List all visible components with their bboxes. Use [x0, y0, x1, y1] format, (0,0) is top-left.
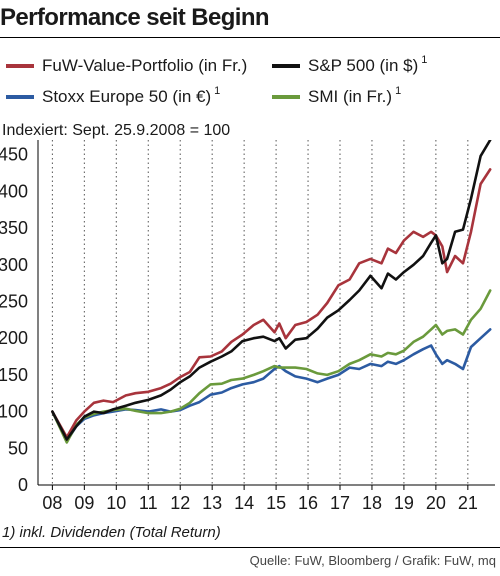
- legend-label-sp500: S&P 500 (in $): [308, 56, 419, 75]
- x-tick-label-11: 11: [139, 493, 158, 513]
- x-tick-label-18: 18: [362, 493, 382, 513]
- legend-item-stoxx: Stoxx Europe 50 (in €) 1: [6, 85, 221, 107]
- chart-source: Quelle: FuW, Bloomberg / Grafik: FuW, mq: [249, 553, 496, 568]
- y-tick-label-0: 0: [18, 475, 28, 495]
- x-tick-label-19: 19: [394, 493, 414, 513]
- x-tick-label-13: 13: [202, 493, 222, 513]
- title-rule: [0, 37, 500, 38]
- footer-rule: [0, 547, 500, 548]
- legend-sup-sp500: 1: [421, 54, 428, 66]
- x-tick-label-17: 17: [330, 493, 350, 513]
- chart-legend: FuW-Value-Portfolio (in Fr.) S&P 500 (in…: [0, 52, 500, 116]
- legend-item-sp500: S&P 500 (in $) 1: [272, 54, 428, 76]
- series-line-smi: [51, 289, 492, 444]
- x-tick-label-10: 10: [106, 493, 126, 513]
- legend-swatch-sp500: [272, 64, 300, 68]
- series-line-stoxx: [51, 328, 492, 443]
- legend-sup-stoxx: 1: [214, 85, 221, 97]
- series-line-sp500: [51, 140, 492, 441]
- y-tick-label-200: 200: [0, 328, 28, 348]
- chart-footnote: 1) inkl. Dividenden (Total Return): [2, 524, 221, 541]
- x-tick-label-20: 20: [426, 493, 446, 513]
- y-tick-label-450: 450: [0, 145, 28, 165]
- series-line-fuw: [51, 168, 492, 439]
- x-tick-label-14: 14: [234, 493, 254, 513]
- y-tick-label-100: 100: [0, 402, 28, 422]
- legend-label-smi: SMI (in Fr.): [308, 87, 393, 106]
- x-tick-label-16: 16: [298, 493, 318, 513]
- chart-subtitle: Indexiert: Sept. 25.9.2008 = 100: [2, 122, 231, 139]
- y-tick-label-350: 350: [0, 218, 28, 238]
- legend-swatch-smi: [272, 95, 300, 99]
- legend-swatch-stoxx: [6, 95, 34, 99]
- chart-title: Performance seit Beginn: [0, 4, 270, 31]
- y-tick-label-50: 50: [8, 438, 28, 458]
- x-tick-label-12: 12: [170, 493, 190, 513]
- legend-label-fuw: FuW-Value-Portfolio (in Fr.): [42, 56, 248, 75]
- legend-sup-smi: 1: [395, 85, 402, 97]
- y-tick-label-150: 150: [0, 365, 28, 385]
- y-tick-label-250: 250: [0, 291, 28, 311]
- legend-swatch-fuw: [6, 64, 34, 68]
- x-tick-label-21: 21: [458, 493, 478, 513]
- x-tick-label-15: 15: [266, 493, 286, 513]
- x-tick-label-09: 09: [74, 493, 94, 513]
- legend-item-fuw: FuW-Value-Portfolio (in Fr.): [6, 56, 247, 76]
- legend-item-smi: SMI (in Fr.) 1: [272, 85, 402, 107]
- x-tick-label-08: 08: [42, 493, 62, 513]
- y-tick-label-300: 300: [0, 255, 28, 275]
- y-tick-label-400: 400: [0, 181, 28, 201]
- line-chart: 08 09 10 11 12 13 14 15 16 17 18 19 20 21 0 50 100 150 200…: [0, 140, 495, 513]
- legend-label-stoxx: Stoxx Europe 50 (in €): [42, 87, 212, 106]
